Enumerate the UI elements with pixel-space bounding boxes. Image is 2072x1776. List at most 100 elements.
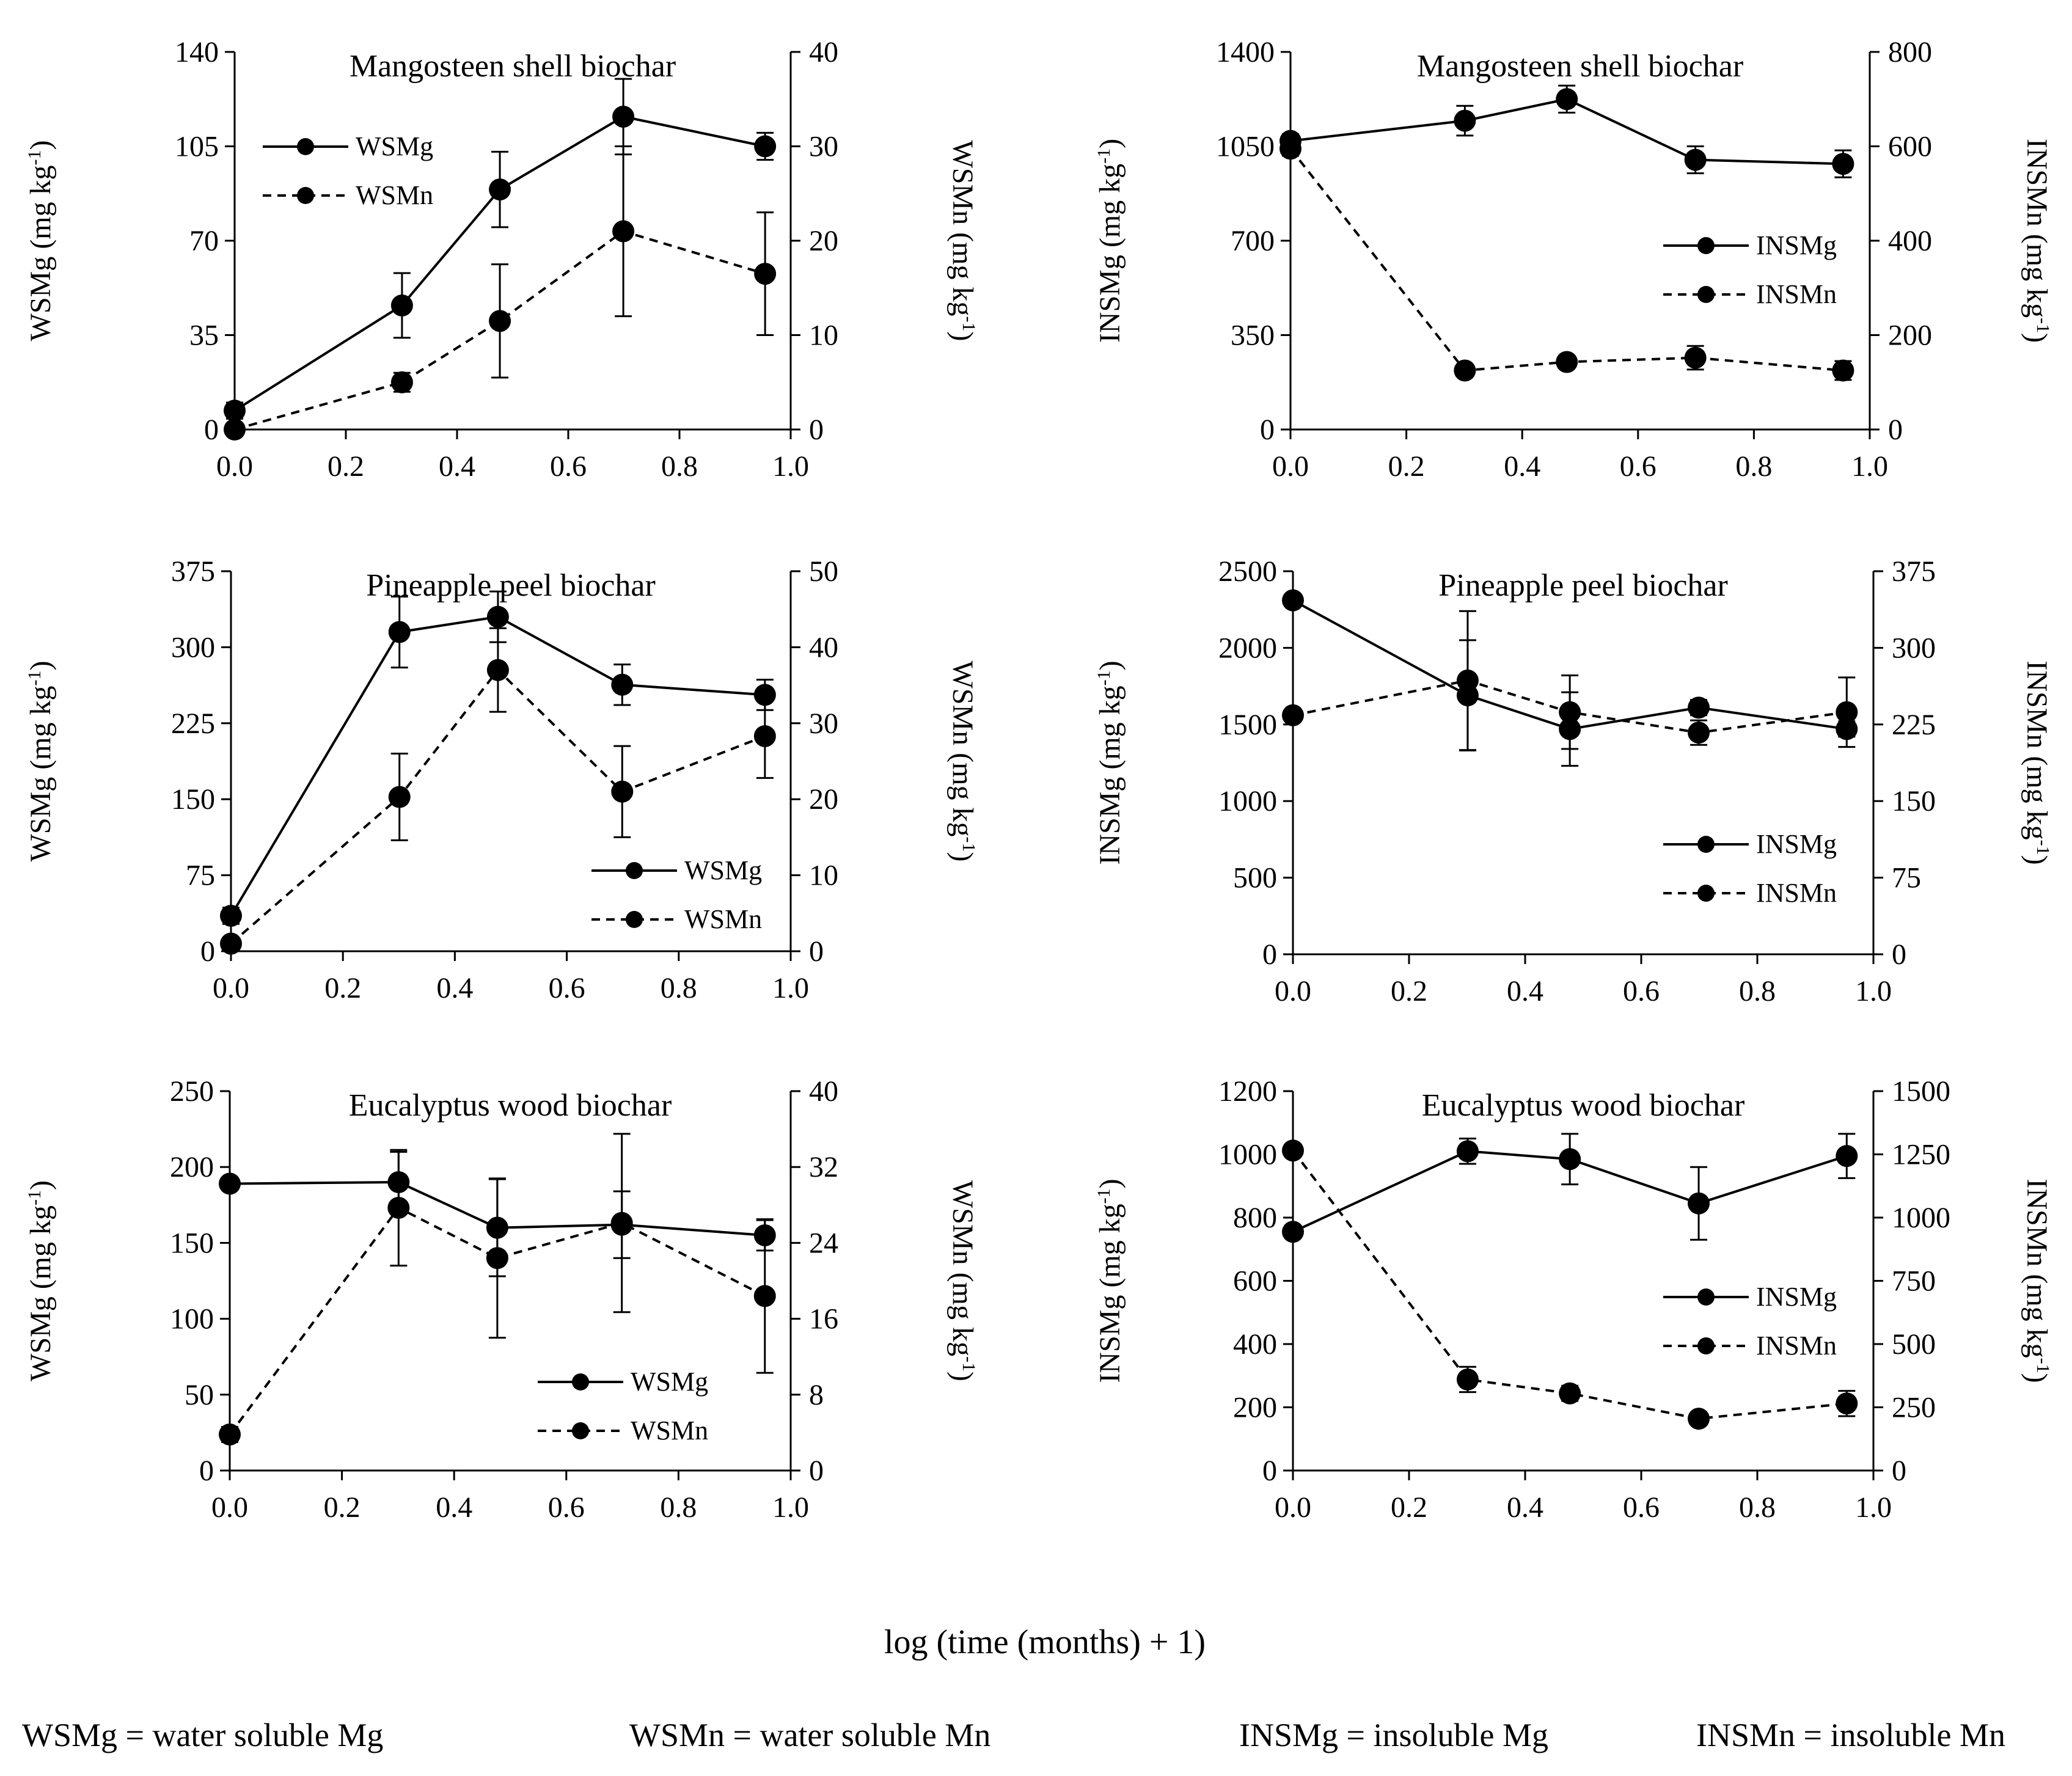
data-point xyxy=(1282,1221,1304,1243)
series-line-wsmn xyxy=(229,1206,766,1436)
right-y-tick-label: 10 xyxy=(809,860,838,892)
data-point xyxy=(1556,351,1578,373)
data-point xyxy=(1282,704,1304,726)
panel-title: Pineapple peel biochar xyxy=(366,568,656,603)
right-y-tick-label: 0 xyxy=(809,414,824,446)
data-point xyxy=(224,418,246,440)
panel-title: Eucalyptus wood biochar xyxy=(349,1088,672,1123)
data-point xyxy=(1832,153,1854,175)
abbreviation-insmg: INSMg = insoluble Mg xyxy=(1239,1717,1548,1753)
right-y-tick-label: 0 xyxy=(1892,938,1906,971)
data-point xyxy=(1684,346,1707,369)
panel-title: Mangosteen shell biochar xyxy=(350,49,676,84)
left-y-axis-title: WSMg (mg kg-1) xyxy=(24,141,57,342)
data-point xyxy=(612,105,635,128)
left-y-tick-label: 0 xyxy=(200,935,215,968)
data-point xyxy=(1832,359,1854,382)
x-tick-label: 0.4 xyxy=(1507,1491,1543,1524)
x-tick-label: 1.0 xyxy=(772,1491,809,1524)
legend: INSMg INSMn xyxy=(1663,230,1837,309)
left-y-tick-label: 2000 xyxy=(1218,632,1277,664)
right-y-axis-title: WSMn (mg kg-1) xyxy=(946,1180,979,1381)
data-point xyxy=(1559,1148,1581,1171)
data-point xyxy=(486,605,509,628)
x-tick-label: 0.4 xyxy=(1504,450,1540,483)
left-y-tick-label: 200 xyxy=(170,1151,214,1183)
right-y-tick-label: 225 xyxy=(1892,709,1936,741)
legend-label: INSMg xyxy=(1756,1282,1837,1312)
data-point xyxy=(1282,589,1304,612)
data-point xyxy=(1456,1140,1479,1163)
left-y-tick-label: 100 xyxy=(170,1303,214,1336)
data-point xyxy=(220,904,242,927)
legend-swatch-marker xyxy=(626,862,643,879)
right-y-tick-label: 0 xyxy=(809,1455,824,1487)
data-point xyxy=(1688,1408,1710,1430)
x-tick-label: 0.4 xyxy=(436,1491,472,1524)
series-line-wsmn xyxy=(234,230,766,431)
left-y-tick-label: 200 xyxy=(1233,1392,1277,1424)
left-y-tick-label: 1000 xyxy=(1218,785,1277,817)
data-point xyxy=(1559,1382,1581,1405)
right-y-tick-label: 500 xyxy=(1892,1328,1936,1361)
legend-swatch-marker xyxy=(1697,237,1715,254)
data-point xyxy=(753,1285,776,1307)
right-y-tick-label: 40 xyxy=(809,36,838,68)
right-y-tick-label: 24 xyxy=(809,1227,838,1259)
left-y-tick-label: 1050 xyxy=(1216,131,1275,163)
right-y-axis-title: INSMn (mg kg-1) xyxy=(2021,660,2054,864)
data-point xyxy=(486,659,509,681)
x-tick-label: 0.6 xyxy=(548,1491,585,1524)
data-point xyxy=(1279,137,1301,160)
x-tick-label: 0.0 xyxy=(1275,975,1311,1007)
data-point xyxy=(1836,701,1858,723)
series-wsmn xyxy=(219,1133,776,1446)
x-tick-label: 0.8 xyxy=(661,450,698,483)
legend-swatch-marker xyxy=(626,911,643,928)
x-tick-label: 0.0 xyxy=(211,1491,248,1524)
data-point xyxy=(390,371,413,393)
data-point xyxy=(753,725,776,747)
legend-label: INSMn xyxy=(1756,1331,1837,1361)
panel-title: Pineapple peel biochar xyxy=(1438,568,1728,603)
data-point xyxy=(1559,701,1581,723)
shared-x-axis-label: log (time (months) + 1) xyxy=(884,1623,1206,1661)
left-y-tick-label: 250 xyxy=(170,1075,214,1108)
left-y-tick-label: 350 xyxy=(1231,320,1275,352)
data-point xyxy=(1836,1145,1858,1168)
chart-panel-5: 0.0 0.2 0.4 0.6 0.8 1.00501001502002500816243… xyxy=(24,1075,979,1524)
legend-swatch-marker xyxy=(297,138,314,155)
abbreviation-legend: WSMg = water soluble Mg WSMn = water sol… xyxy=(22,1717,2005,1753)
legend-label: INSMg xyxy=(1756,230,1837,260)
left-y-tick-label: 0 xyxy=(1262,938,1277,971)
series-line-insmn xyxy=(1292,1150,1847,1420)
series-insmn xyxy=(1282,1139,1858,1430)
right-y-tick-label: 250 xyxy=(1892,1392,1936,1424)
x-tick-label: 0.6 xyxy=(1623,975,1660,1007)
left-y-tick-label: 50 xyxy=(185,1379,214,1411)
data-point xyxy=(754,135,777,158)
right-y-tick-label: 20 xyxy=(809,225,838,257)
left-y-tick-label: 75 xyxy=(186,860,215,892)
legend-swatch-marker xyxy=(297,187,314,204)
data-point xyxy=(219,1423,241,1446)
data-point xyxy=(1688,1192,1710,1215)
x-tick-label: 0.2 xyxy=(324,1491,361,1524)
left-y-tick-label: 105 xyxy=(175,131,219,163)
x-tick-label: 0.0 xyxy=(1272,450,1309,483)
right-y-tick-label: 16 xyxy=(809,1303,838,1336)
x-tick-label: 0.8 xyxy=(1739,1491,1776,1524)
left-y-tick-label: 300 xyxy=(171,631,215,663)
legend-swatch-marker xyxy=(1697,836,1715,853)
legend-swatch-marker xyxy=(572,1422,589,1439)
data-point xyxy=(489,310,511,332)
left-y-tick-label: 600 xyxy=(1233,1265,1277,1298)
right-y-tick-label: 750 xyxy=(1892,1265,1936,1298)
right-y-tick-label: 1250 xyxy=(1892,1139,1950,1171)
data-point xyxy=(1454,359,1476,382)
legend-swatch-marker xyxy=(572,1373,589,1390)
legend-label: INSMn xyxy=(1756,878,1837,908)
right-y-tick-label: 150 xyxy=(1892,785,1936,817)
legend-label: INSMg xyxy=(1756,829,1837,859)
x-tick-label: 0.4 xyxy=(439,450,475,483)
